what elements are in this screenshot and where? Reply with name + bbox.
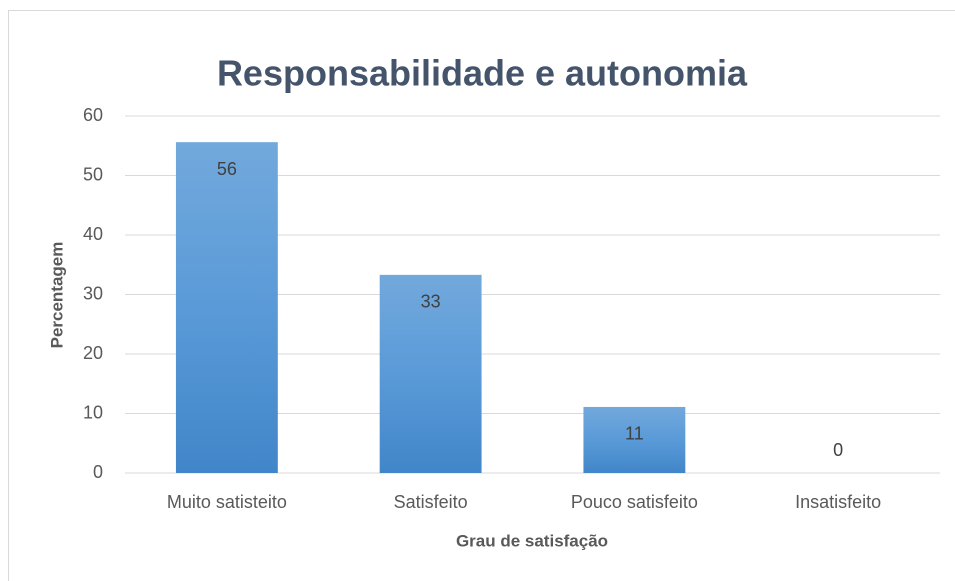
- y-tick-label: 10: [83, 402, 103, 422]
- y-tick-label: 60: [83, 105, 103, 125]
- x-axis-label: Grau de satisfação: [456, 531, 608, 550]
- x-tick-label: Pouco satisfeito: [571, 492, 698, 512]
- y-tick-label: 40: [83, 224, 103, 244]
- x-tick-label: Muito satisteito: [167, 492, 287, 512]
- y-tick-label: 20: [83, 343, 103, 363]
- data-label: 11: [625, 424, 644, 444]
- chart-title: Responsabilidade e autonomia: [217, 53, 748, 94]
- y-tick-label: 30: [83, 283, 103, 303]
- data-label: 0: [833, 440, 843, 460]
- chart-border: [8, 10, 955, 581]
- bar: [379, 274, 482, 473]
- data-label: 33: [421, 292, 441, 312]
- x-tick-label: Satisfeito: [394, 492, 468, 512]
- bar: [583, 406, 686, 473]
- y-tick-label: 0: [93, 462, 103, 482]
- y-tick-label: 50: [83, 164, 103, 184]
- bar: [175, 142, 278, 473]
- y-axis-label: Percentagem: [47, 242, 66, 349]
- x-tick-label: Insatisfeito: [795, 492, 881, 512]
- data-label: 56: [217, 159, 237, 179]
